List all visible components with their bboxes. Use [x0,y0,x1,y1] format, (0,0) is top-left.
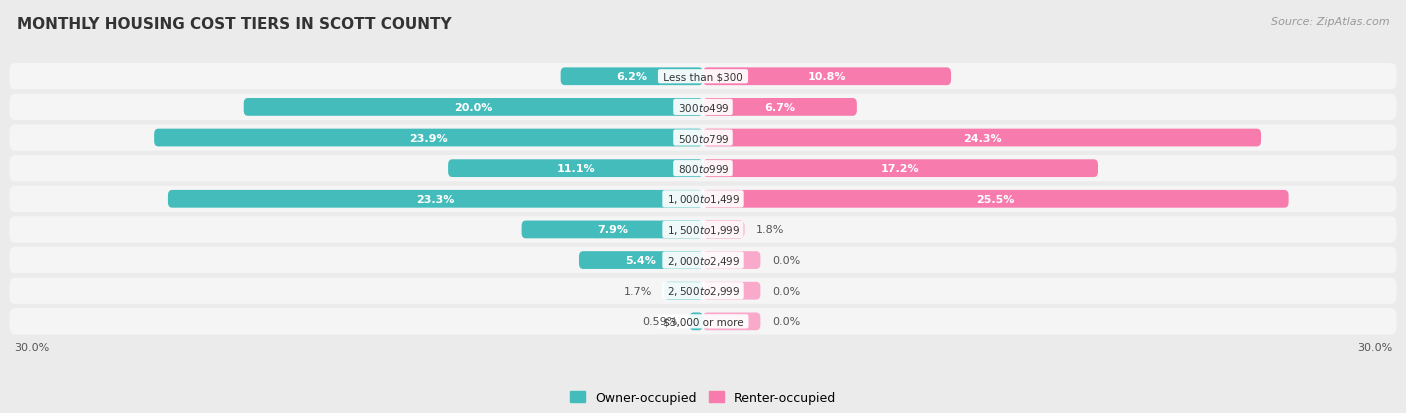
Text: 1.8%: 1.8% [756,225,785,235]
FancyBboxPatch shape [703,252,761,269]
FancyBboxPatch shape [10,309,1396,335]
FancyBboxPatch shape [10,217,1396,243]
FancyBboxPatch shape [10,64,1396,90]
Text: 25.5%: 25.5% [977,195,1015,204]
FancyBboxPatch shape [10,156,1396,182]
FancyBboxPatch shape [167,190,703,208]
Text: Less than $300: Less than $300 [659,72,747,82]
FancyBboxPatch shape [703,313,761,330]
Text: $2,500 to $2,999: $2,500 to $2,999 [665,285,741,297]
FancyBboxPatch shape [579,252,703,269]
Text: 17.2%: 17.2% [882,164,920,174]
FancyBboxPatch shape [703,99,856,116]
Text: 0.0%: 0.0% [772,286,800,296]
Text: $1,500 to $1,999: $1,500 to $1,999 [665,223,741,236]
Text: 6.7%: 6.7% [765,103,796,113]
FancyBboxPatch shape [522,221,703,239]
Text: 30.0%: 30.0% [14,342,49,353]
FancyBboxPatch shape [10,247,1396,273]
FancyBboxPatch shape [703,68,950,86]
FancyBboxPatch shape [664,282,703,300]
Text: $3,000 or more: $3,000 or more [659,317,747,327]
FancyBboxPatch shape [703,190,1289,208]
Text: MONTHLY HOUSING COST TIERS IN SCOTT COUNTY: MONTHLY HOUSING COST TIERS IN SCOTT COUN… [17,17,451,31]
FancyBboxPatch shape [703,221,744,239]
Text: 30.0%: 30.0% [1357,342,1392,353]
FancyBboxPatch shape [449,160,703,178]
Text: 20.0%: 20.0% [454,103,492,113]
FancyBboxPatch shape [155,129,703,147]
Text: 0.0%: 0.0% [772,317,800,327]
Text: 11.1%: 11.1% [557,164,595,174]
Text: 6.2%: 6.2% [616,72,647,82]
FancyBboxPatch shape [10,186,1396,212]
Text: 1.7%: 1.7% [624,286,652,296]
Text: 5.4%: 5.4% [626,256,657,266]
Text: $2,000 to $2,499: $2,000 to $2,499 [665,254,741,267]
Text: 23.9%: 23.9% [409,133,449,143]
FancyBboxPatch shape [703,160,1098,178]
Text: $500 to $799: $500 to $799 [675,132,731,144]
FancyBboxPatch shape [689,313,703,330]
Legend: Owner-occupied, Renter-occupied: Owner-occupied, Renter-occupied [569,391,837,404]
Text: $1,000 to $1,499: $1,000 to $1,499 [665,193,741,206]
FancyBboxPatch shape [10,95,1396,121]
Text: 0.59%: 0.59% [643,317,678,327]
Text: $300 to $499: $300 to $499 [675,102,731,114]
Text: 23.3%: 23.3% [416,195,454,204]
FancyBboxPatch shape [243,99,703,116]
Text: 24.3%: 24.3% [963,133,1001,143]
Text: Source: ZipAtlas.com: Source: ZipAtlas.com [1271,17,1389,26]
Text: 10.8%: 10.8% [808,72,846,82]
Text: 0.0%: 0.0% [772,256,800,266]
Text: $800 to $999: $800 to $999 [675,163,731,175]
Text: 7.9%: 7.9% [596,225,628,235]
FancyBboxPatch shape [10,278,1396,304]
FancyBboxPatch shape [561,68,703,86]
FancyBboxPatch shape [703,129,1261,147]
FancyBboxPatch shape [10,125,1396,151]
FancyBboxPatch shape [703,282,761,300]
